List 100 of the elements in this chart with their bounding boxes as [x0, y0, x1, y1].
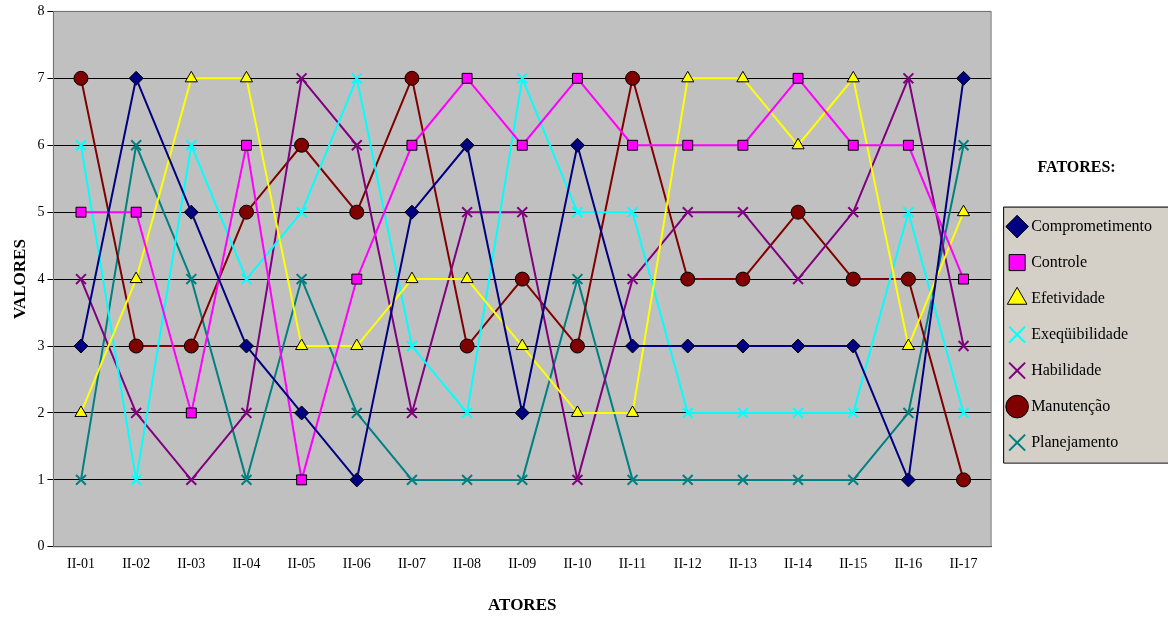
x-tick-label: II-06 [342, 555, 371, 571]
point [902, 206, 915, 219]
point [130, 473, 143, 486]
point [295, 206, 308, 219]
x-tick-label: II-13 [728, 555, 757, 571]
point [680, 338, 696, 354]
point [625, 338, 641, 354]
point [792, 473, 805, 486]
point [241, 139, 252, 151]
point [240, 273, 253, 286]
point [349, 204, 365, 220]
y-tick-label: 6 [37, 136, 45, 152]
x-tick-label: II-12 [673, 555, 702, 571]
point [295, 72, 308, 85]
point [900, 271, 916, 287]
point [735, 338, 751, 354]
point [681, 407, 694, 419]
point [956, 70, 972, 86]
point [514, 405, 530, 421]
point [957, 340, 970, 352]
legend-label: Manutenção [1031, 396, 1111, 415]
point [406, 139, 418, 151]
point [571, 473, 584, 486]
point [792, 407, 805, 419]
legend-label: Efetividade [1031, 288, 1105, 306]
point [737, 139, 749, 151]
point [240, 473, 253, 486]
point [75, 139, 87, 152]
point [571, 273, 584, 286]
y-tick-label: 4 [37, 270, 45, 286]
point [185, 139, 198, 152]
legend-label: Planejamento [1031, 432, 1119, 451]
legend-title: FATORES: [1037, 157, 1116, 175]
point [461, 407, 474, 419]
point [735, 271, 751, 287]
point [350, 139, 363, 152]
legend-label: Habilidade [1031, 360, 1102, 378]
y-tick-label: 1 [37, 471, 45, 487]
point [294, 137, 310, 153]
x-tick-label: II-04 [232, 555, 261, 571]
point [183, 204, 199, 220]
point [902, 139, 914, 151]
point [681, 206, 694, 219]
point [461, 473, 474, 486]
point [240, 407, 253, 419]
point [515, 338, 529, 351]
y-tick-label: 7 [37, 70, 45, 85]
y-tick-label: 5 [37, 203, 45, 219]
point [294, 405, 310, 421]
point [680, 271, 696, 287]
legend-label: Comprometimento [1031, 216, 1152, 235]
point [569, 338, 585, 354]
x-tick-label: II-10 [563, 555, 592, 571]
point [296, 474, 308, 486]
point [350, 72, 363, 85]
point [681, 473, 694, 486]
point [847, 139, 859, 151]
point [405, 271, 419, 284]
point [404, 70, 420, 86]
point [626, 206, 639, 219]
x-tick-label: II-03 [177, 555, 206, 571]
point [958, 273, 969, 285]
point [75, 273, 87, 286]
point [569, 137, 585, 153]
point [405, 473, 418, 486]
y-tick-label: 0 [37, 538, 45, 554]
point [516, 473, 529, 486]
point [625, 70, 641, 86]
point [790, 338, 806, 354]
point [626, 405, 640, 417]
point [404, 204, 420, 220]
point [847, 206, 860, 219]
point [681, 70, 695, 83]
y-tick-label: 2 [37, 404, 45, 420]
point [791, 137, 805, 150]
point [626, 273, 639, 286]
point [73, 70, 89, 86]
point [957, 139, 970, 152]
x-tick-label: II-02 [122, 555, 151, 571]
point [459, 137, 475, 153]
y-tick-label: 8 [37, 3, 45, 19]
point [185, 407, 197, 419]
point [736, 206, 749, 219]
point [956, 204, 971, 217]
point [128, 70, 144, 86]
legend-label: Exeqüibilidade [1031, 324, 1128, 343]
point [847, 473, 860, 486]
x-tick-label: II-08 [453, 555, 482, 571]
point [75, 473, 87, 486]
point [295, 338, 309, 351]
point [461, 72, 473, 84]
x-tick-label: II-14 [784, 555, 813, 571]
point [736, 70, 750, 83]
point [128, 338, 144, 354]
y-axis-title: VALORES [9, 239, 29, 320]
point [900, 472, 916, 488]
point [901, 338, 915, 351]
point [956, 472, 972, 488]
point [627, 139, 639, 151]
point [846, 70, 860, 83]
